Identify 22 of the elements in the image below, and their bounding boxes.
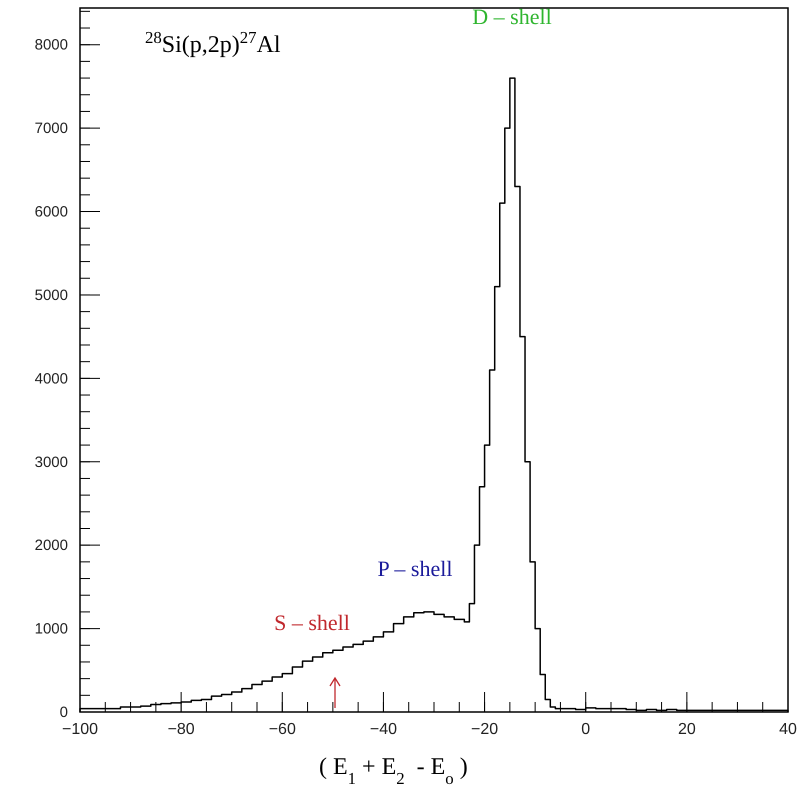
x-axis-title: ( E$_{1}$ + E$_{2}$ - E$_{o}$ ) bbox=[319, 754, 468, 788]
x-tick-label: −60 bbox=[268, 721, 296, 738]
y-tick-label: 3000 bbox=[34, 454, 68, 471]
x-tick-label: −100 bbox=[62, 721, 98, 738]
x-tick-label: −40 bbox=[370, 721, 398, 738]
y-tick-label: 7000 bbox=[34, 120, 68, 138]
x-tick-label: 20 bbox=[678, 721, 696, 738]
x-tick-label: 40 bbox=[779, 721, 797, 738]
text: $^{28}$Si(p,2p)$^{27}$Al bbox=[145, 28, 281, 58]
x-tick-label: −20 bbox=[471, 721, 498, 738]
x-tick-label: 0 bbox=[581, 721, 590, 738]
y-tick-label: 1000 bbox=[34, 620, 68, 638]
annotation: P – shell bbox=[378, 556, 452, 581]
y-tick-label: 4000 bbox=[34, 370, 68, 388]
annotation: S – shell bbox=[274, 610, 350, 635]
y-tick-label: 5000 bbox=[34, 286, 68, 304]
y-tick-label: 0 bbox=[60, 704, 68, 721]
y-tick-label: 2000 bbox=[34, 537, 68, 554]
x-tick-label: −80 bbox=[168, 721, 195, 738]
y-tick-label: 6000 bbox=[34, 204, 68, 221]
annotation: D – shell bbox=[472, 4, 552, 29]
y-tick-label: 8000 bbox=[34, 36, 68, 54]
